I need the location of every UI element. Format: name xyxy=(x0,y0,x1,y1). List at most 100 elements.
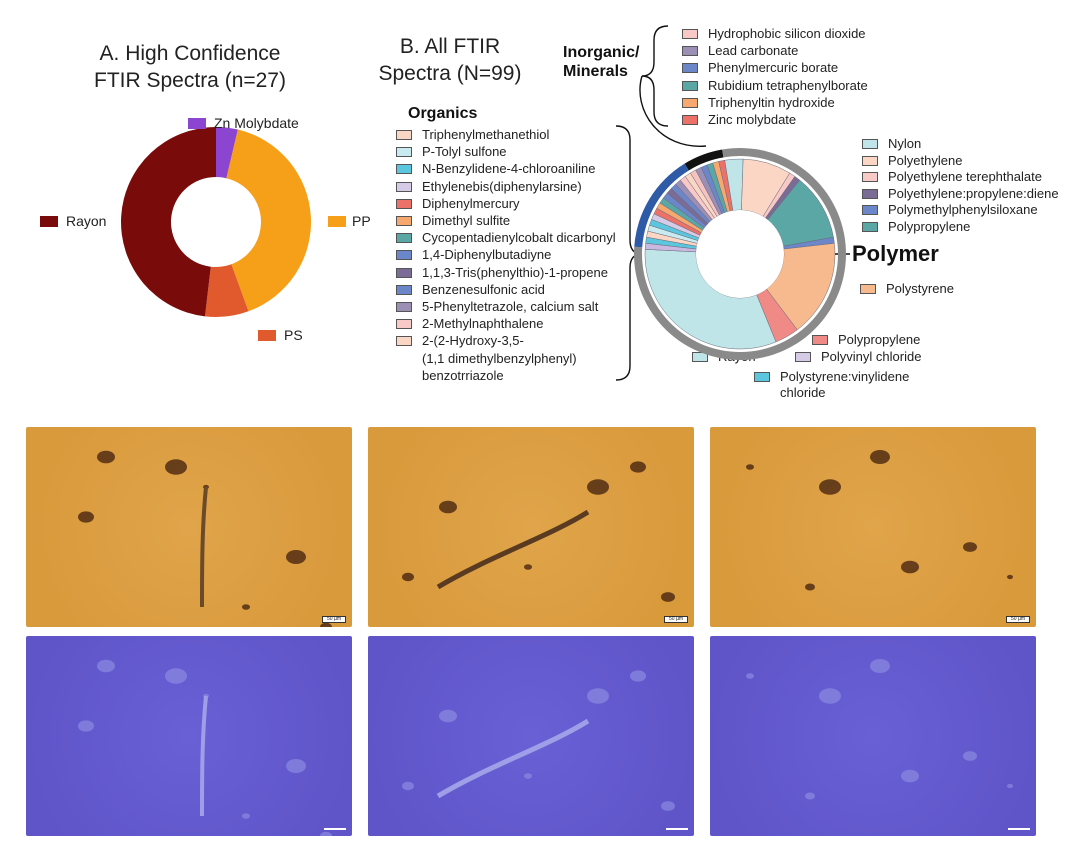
panel-a-title-line1: A. High Confidence xyxy=(99,42,281,65)
legend-swatch xyxy=(754,372,770,382)
panel-a-title-line2: FTIR Spectra (n=27) xyxy=(94,69,286,92)
particle xyxy=(97,659,115,673)
scale-bar xyxy=(1008,828,1030,832)
legend-swatch xyxy=(396,181,412,192)
panel-b-title-line2: Spectra (N=99) xyxy=(378,62,522,85)
legend-swatch xyxy=(682,115,698,125)
particle xyxy=(1007,574,1013,580)
legend-a-pp: PP xyxy=(328,213,371,229)
legend-swatch xyxy=(862,155,878,166)
panel-b-graphics xyxy=(615,25,850,381)
particle xyxy=(165,459,187,475)
legend-a-swatch xyxy=(258,330,276,341)
legend-label: Polymethylphenylsiloxane xyxy=(888,202,1038,218)
legend-swatch xyxy=(862,222,878,232)
legend-a-rayon: Rayon xyxy=(40,213,106,229)
particle xyxy=(819,688,841,704)
legend-a-zn-molybdate: Zn Molybdate xyxy=(188,115,299,131)
legend-label: Nylon xyxy=(888,136,922,151)
panel-b-title: B. All FTIR Spectra (N=99) xyxy=(370,33,530,87)
particle xyxy=(242,604,250,610)
legend-swatch xyxy=(396,302,412,312)
particle xyxy=(402,781,414,791)
particle xyxy=(242,813,250,819)
particle xyxy=(746,464,754,470)
group-polymer-title: Polymer xyxy=(852,241,939,266)
legend-swatch xyxy=(396,164,412,175)
micrograph-particles xyxy=(78,450,332,627)
scale-bar: 50 µm xyxy=(1006,616,1030,623)
legend-label: Polystyrene xyxy=(886,281,954,296)
particle xyxy=(439,709,457,723)
fluorescence-micrograph-3 xyxy=(710,636,1036,836)
donut-b-slices xyxy=(634,148,846,360)
legend-label: Polyvinyl chloride xyxy=(821,349,922,364)
legend-swatch xyxy=(396,250,412,261)
panel-a-title: A. High Confidence FTIR Spectra (n=27) xyxy=(60,40,320,94)
legend-label: Dimethyl sulfite xyxy=(422,213,511,228)
legend-label: Polypropylene xyxy=(888,219,971,234)
legend-swatch xyxy=(692,352,708,362)
legend-label: Cycopentadienylcobalt dicarbonyl xyxy=(422,230,616,246)
legend-a-label: PP xyxy=(352,213,371,229)
legend-swatch xyxy=(682,80,698,91)
legend-label: Polyethylene terephthalate xyxy=(888,169,1042,185)
micrograph-particles xyxy=(78,659,332,836)
inorganic-connector xyxy=(639,75,707,147)
legend-label: Hydrophobic silicon dioxide xyxy=(708,26,866,41)
brightfield-micrograph-1: 50 µm xyxy=(26,427,352,627)
donut-a-legend: Zn Molybdate PP PS Rayon xyxy=(40,115,371,343)
scale-bar xyxy=(666,828,688,832)
legend-a-label: PS xyxy=(284,327,303,343)
particle xyxy=(1007,783,1013,789)
particle xyxy=(320,622,332,627)
legend-swatch xyxy=(396,216,412,226)
slice-rayon xyxy=(120,127,216,317)
micrograph-particles xyxy=(402,670,675,811)
particle xyxy=(587,479,609,495)
legend-label: Benzenesulfonic acid xyxy=(422,281,545,297)
legend-a-swatch xyxy=(40,216,58,227)
group-inorganic-title: Inorganic/ Minerals xyxy=(563,43,639,81)
legend-label: Polyethylene xyxy=(888,152,963,168)
legend-label: Polypropylene xyxy=(838,332,921,347)
legend-a-label: Rayon xyxy=(66,213,106,229)
legend-swatch xyxy=(396,198,412,209)
legend-label: Triphenyltin hydroxide xyxy=(708,94,835,110)
legend-swatch xyxy=(396,336,412,347)
inorganic-bracket xyxy=(641,25,669,127)
particle xyxy=(661,592,675,602)
legend-swatch xyxy=(682,97,698,108)
ring-inorganic-minerals xyxy=(684,149,724,171)
micrograph-particles xyxy=(746,659,1013,800)
legend-label: 1,1,3-Tris(phenylthio)-1-propene xyxy=(422,264,608,280)
legend-swatch xyxy=(812,335,828,345)
legend-a-swatch xyxy=(188,118,206,129)
particle xyxy=(524,773,532,779)
particle xyxy=(963,542,977,552)
brightfield-micrograph-2: 50 µm xyxy=(368,427,694,627)
particle xyxy=(286,550,306,564)
particle xyxy=(97,450,115,464)
particle xyxy=(630,670,646,682)
scale-bar xyxy=(324,828,346,832)
panel-b-title-line1: B. All FTIR xyxy=(399,35,501,58)
legend-label: chloride xyxy=(780,385,826,400)
scale-bar: 50 µm xyxy=(664,616,688,623)
legend-swatch xyxy=(862,205,878,216)
group-inorganic-line2: Minerals xyxy=(563,63,628,80)
particle xyxy=(963,751,977,761)
legend-a-ps: PS xyxy=(258,327,303,343)
legend-label: 2-(2-Hydroxy-3,5- xyxy=(422,333,524,349)
legend-label: Phenylmercuric borate xyxy=(708,60,839,76)
slice-zn-molybdate xyxy=(216,127,238,179)
legend-swatch xyxy=(862,139,878,149)
fiber xyxy=(436,718,590,799)
legend-swatch xyxy=(396,284,412,295)
legend-swatch xyxy=(396,147,412,158)
particle xyxy=(524,564,532,570)
legend-label: N-Benzylidene-4-chloroaniline xyxy=(422,161,596,177)
donut-chart-a: Zn Molybdate PP PS Rayon xyxy=(40,115,371,343)
particle xyxy=(870,450,890,464)
legend-label: benzotrriazole xyxy=(422,367,504,383)
